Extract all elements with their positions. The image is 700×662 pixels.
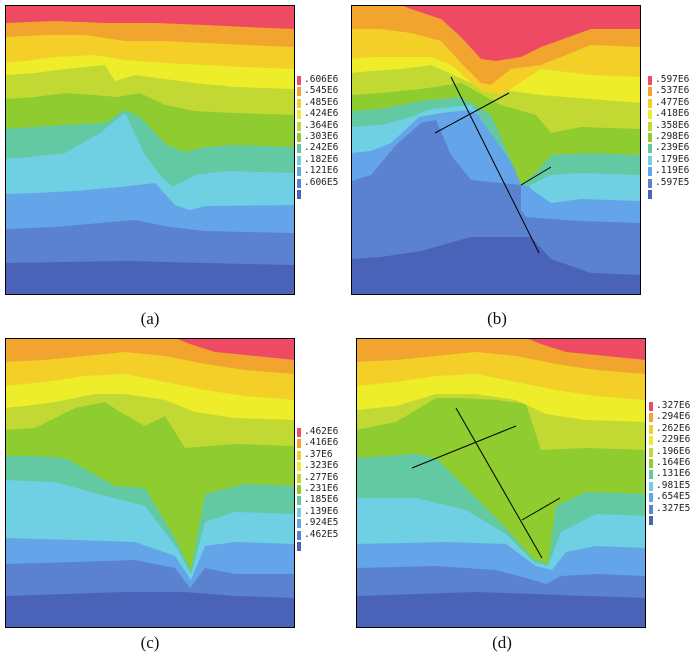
legend-label: .654E5 (656, 491, 691, 503)
contour-svg-b (351, 5, 641, 295)
section-tick (521, 497, 561, 521)
contour-plot-b (351, 5, 641, 295)
color-legend-d: .327E6 .294E6 .262E6 .229E6 .196E6 .164E… (649, 400, 700, 526)
frame (5, 338, 295, 628)
legend-label: .277E6 (304, 471, 339, 483)
legend-label: .545E6 (304, 85, 339, 97)
legend-label: .924E5 (304, 517, 339, 529)
legend-label: .981E5 (656, 479, 691, 491)
legend-label: .121E6 (304, 165, 339, 177)
caption-d: (d) (492, 633, 512, 652)
legend-label: .485E6 (304, 96, 339, 108)
band-10 (401, 5, 641, 61)
fault-line (455, 407, 543, 559)
legend-label: .37E6 (304, 448, 333, 460)
contour-svg-a (5, 5, 295, 295)
legend-label: .606E6 (304, 74, 339, 85)
legend-label: .424E6 (304, 108, 339, 120)
contour-plot-a (5, 5, 295, 295)
color-legend-a: .606E6 .545E6 .485E6 .424E6 .364E6 .303E… (297, 74, 353, 200)
contour-plot-d (356, 338, 646, 628)
contour-plot-c (5, 338, 295, 628)
legend-label: .185E6 (304, 494, 339, 506)
legend-label: .462E6 (304, 426, 339, 437)
legend-label: .597E5 (655, 176, 690, 188)
fault-line (450, 76, 540, 254)
section-tick (520, 166, 552, 186)
legend-label: .477E6 (655, 96, 690, 108)
legend-label: .416E6 (304, 437, 339, 449)
legend-label: .537E6 (655, 85, 690, 97)
frame (5, 5, 295, 295)
legend-label: .179E6 (655, 153, 690, 165)
caption-a: (a) (140, 309, 160, 328)
legend-label: .606E5 (304, 176, 339, 188)
legend-label: .119E6 (655, 165, 690, 177)
caption-c: (c) (140, 633, 160, 652)
legend-label: .182E6 (304, 153, 339, 165)
frame (351, 5, 641, 295)
contour-svg-d (356, 338, 646, 628)
legend-label: .139E6 (304, 505, 339, 517)
color-legend-b: .597E6 .537E6 .477E6 .418E6 .358E6 .298E… (648, 74, 700, 200)
legend-label: .196E6 (656, 445, 691, 457)
legend-label: .229E6 (656, 434, 691, 446)
legend-label: .327E5 (656, 502, 691, 514)
legend-label: .418E6 (655, 108, 690, 120)
band-10 (175, 338, 295, 360)
legend-label: .298E6 (655, 130, 690, 142)
legend-label: .303E6 (304, 130, 339, 142)
legend-label: .239E6 (655, 142, 690, 154)
legend-label: .164E6 (656, 456, 691, 468)
band-10 (5, 5, 295, 29)
frame (356, 338, 646, 628)
legend-label: .327E6 (656, 400, 691, 411)
legend-label: .131E6 (656, 468, 691, 480)
legend-label: .262E6 (656, 422, 691, 434)
legend-label: .462E5 (304, 528, 339, 540)
section-line (411, 425, 517, 469)
legend-label: .323E6 (304, 460, 339, 472)
legend-label: .597E6 (655, 74, 690, 85)
legend-label: .294E6 (656, 411, 691, 423)
contour-svg-c (5, 338, 295, 628)
section-line (434, 92, 510, 134)
legend-label: .358E6 (655, 119, 690, 131)
band-10 (526, 338, 646, 360)
legend-label: .364E6 (304, 119, 339, 131)
legend-label: .231E6 (304, 482, 339, 494)
legend-label: .242E6 (304, 142, 339, 154)
caption-b: (b) (487, 309, 507, 328)
color-legend-c: .462E6 .416E6 .37E6 .323E6 .277E6 .231E6… (297, 426, 353, 552)
